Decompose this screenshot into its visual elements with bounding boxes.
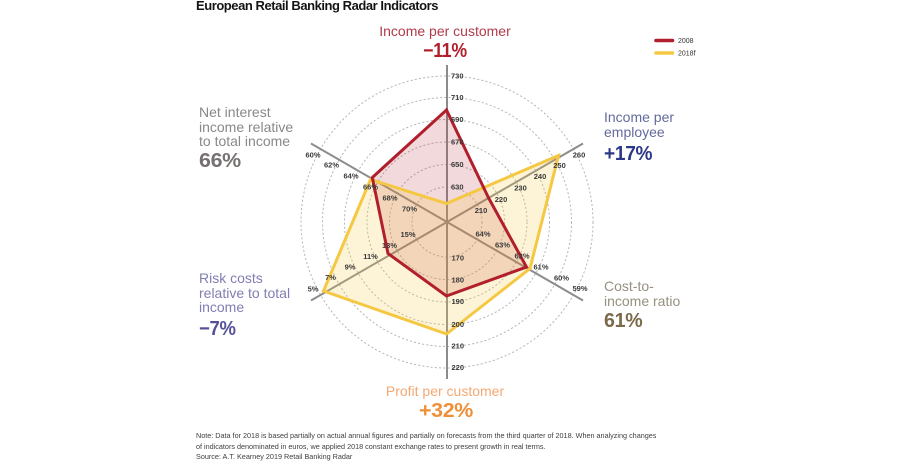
svg-text:64%: 64%	[475, 230, 490, 239]
svg-text:70%: 70%	[402, 205, 417, 214]
svg-text:2008: 2008	[678, 38, 694, 45]
svg-text:11%: 11%	[363, 252, 378, 261]
svg-text:670: 670	[451, 138, 464, 147]
svg-text:15%: 15%	[400, 230, 415, 239]
svg-text:66%: 66%	[363, 183, 378, 192]
svg-text:62%: 62%	[324, 161, 339, 170]
svg-text:170: 170	[452, 254, 465, 263]
svg-text:59%: 59%	[572, 284, 587, 293]
svg-text:260: 260	[573, 151, 586, 160]
svg-text:630: 630	[451, 183, 464, 192]
svg-text:240: 240	[534, 172, 547, 181]
svg-text:180: 180	[452, 276, 465, 285]
svg-text:200: 200	[452, 320, 465, 329]
svg-text:62%: 62%	[514, 252, 529, 261]
svg-text:650: 650	[451, 160, 464, 169]
svg-text:5%: 5%	[308, 285, 319, 294]
svg-text:210: 210	[452, 342, 465, 351]
svg-text:9%: 9%	[345, 263, 356, 272]
svg-text:220: 220	[495, 195, 508, 204]
svg-text:230: 230	[514, 184, 527, 193]
svg-text:2018f: 2018f	[678, 51, 696, 58]
svg-text:250: 250	[553, 161, 566, 170]
svg-text:60%: 60%	[554, 274, 569, 283]
svg-text:13%: 13%	[382, 241, 397, 250]
svg-text:60%: 60%	[305, 151, 320, 160]
svg-text:690: 690	[451, 115, 464, 124]
svg-text:7%: 7%	[325, 273, 336, 282]
svg-text:68%: 68%	[382, 194, 397, 203]
svg-text:220: 220	[452, 363, 465, 372]
svg-text:63%: 63%	[495, 241, 510, 250]
svg-text:64%: 64%	[343, 172, 358, 181]
svg-text:61%: 61%	[533, 263, 548, 272]
svg-text:210: 210	[475, 206, 488, 215]
svg-text:730: 730	[451, 72, 464, 81]
svg-text:190: 190	[452, 297, 465, 306]
svg-text:710: 710	[451, 93, 464, 102]
